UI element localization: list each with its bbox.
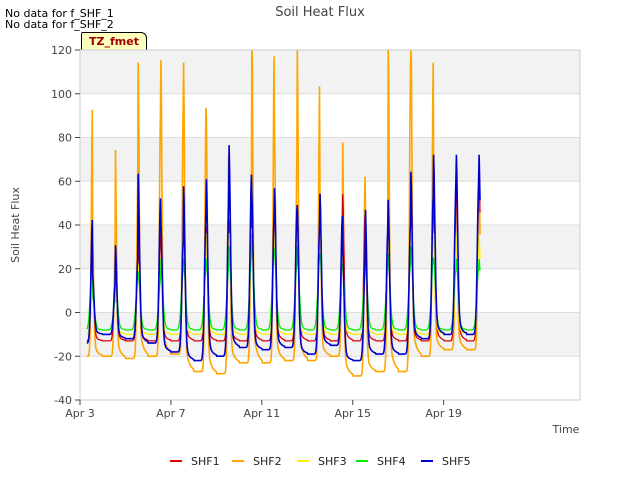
- x-tick-label: Apr 3: [65, 407, 95, 420]
- series-lines: [86, 49, 481, 377]
- x-tick-label: Apr 15: [334, 407, 371, 420]
- y-tick-label: 20: [58, 263, 72, 276]
- y-axis-label: Soil Heat Flux: [9, 187, 22, 263]
- chart-title: Soil Heat Flux: [275, 5, 365, 20]
- x-axis-label: Time: [552, 423, 580, 436]
- legend-label-shf4: SHF4: [377, 455, 406, 468]
- y-axis: -40 -20 0 20 40 60 80 100 120: [51, 44, 80, 407]
- y-tick-label: 60: [58, 175, 72, 188]
- plot-band: [80, 225, 580, 269]
- y-tick-label: 0: [65, 307, 72, 320]
- plot-band: [80, 181, 580, 225]
- plot-band: [80, 137, 580, 182]
- y-tick-label: 120: [51, 44, 72, 57]
- plot-band: [80, 50, 580, 94]
- legend-label-shf2: SHF2: [253, 455, 282, 468]
- y-tick-label: -20: [54, 350, 72, 363]
- x-tick-label: Apr 19: [425, 407, 462, 420]
- legend-label-shf1: SHF1: [191, 455, 220, 468]
- x-tick-label: Apr 7: [156, 407, 186, 420]
- x-tick-label: Apr 11: [244, 407, 281, 420]
- plot-band: [80, 268, 580, 313]
- plot-band: [80, 356, 580, 400]
- y-tick-label: -40: [54, 394, 72, 407]
- y-tick-label: 80: [58, 132, 72, 145]
- y-tick-label: 40: [58, 219, 72, 232]
- series-line-shf2: [86, 49, 481, 377]
- no-data-note-1: No data for f_SHF_1: [5, 7, 114, 20]
- legend-label-shf3: SHF3: [318, 455, 347, 468]
- plot-band: [80, 93, 580, 138]
- y-tick-label: 100: [51, 88, 72, 101]
- tz-label-box: TZ_fmet: [81, 32, 147, 51]
- x-axis: Apr 3 Apr 7 Apr 11 Apr 15 Apr 19: [65, 400, 462, 420]
- legend: SHF1 SHF2 SHF3 SHF4 SHF5: [170, 455, 471, 468]
- series-line-shf5: [86, 145, 481, 362]
- legend-label-shf5: SHF5: [442, 455, 471, 468]
- no-data-note-2: No data for f_SHF_2: [5, 18, 114, 31]
